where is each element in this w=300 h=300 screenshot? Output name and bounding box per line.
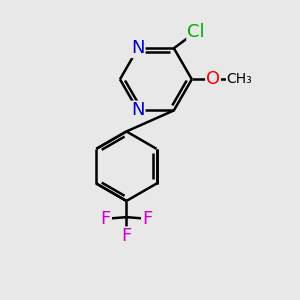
- Text: F: F: [121, 227, 132, 245]
- Text: N: N: [131, 101, 145, 119]
- Text: CH₃: CH₃: [226, 72, 252, 86]
- Text: Cl: Cl: [187, 23, 205, 41]
- Text: O: O: [206, 70, 220, 88]
- Text: F: F: [101, 210, 111, 228]
- Text: F: F: [142, 210, 152, 228]
- Text: N: N: [131, 39, 145, 57]
